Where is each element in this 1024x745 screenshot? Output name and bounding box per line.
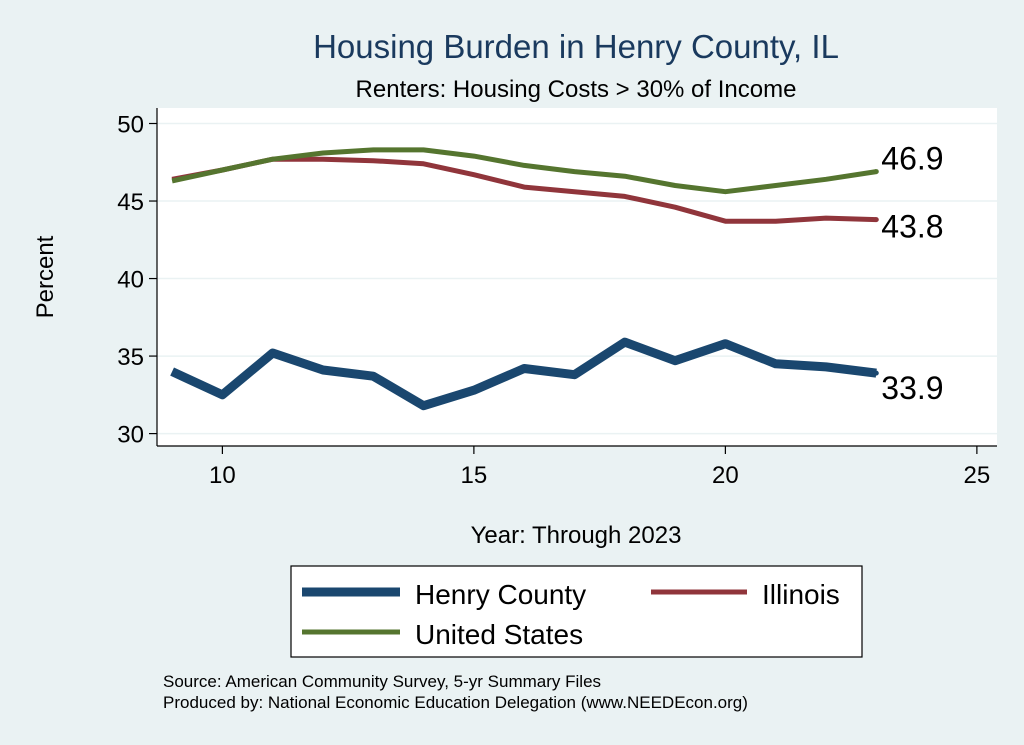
chart-subtitle: Renters: Housing Costs > 30% of Income bbox=[356, 76, 797, 103]
source-line-2: Produced by: National Economic Education… bbox=[163, 693, 748, 712]
y-axis-ticks: 30 35 40 45 50 bbox=[117, 112, 157, 449]
legend-label: Illinois bbox=[762, 579, 840, 610]
legend: Henry County Illinois United States bbox=[290, 565, 863, 658]
x-tick-label: 20 bbox=[712, 462, 739, 489]
end-labels: 33.9 43.8 46.9 bbox=[873, 141, 944, 406]
y-tick-label: 45 bbox=[117, 189, 144, 216]
legend-box bbox=[290, 565, 863, 658]
x-axis-label: Year: Through 2023 bbox=[471, 522, 682, 549]
y-tick-label: 50 bbox=[117, 112, 144, 139]
gridlines bbox=[157, 122, 997, 435]
chart-title: Housing Burden in Henry County, IL bbox=[313, 28, 839, 65]
series-end-marker bbox=[873, 370, 879, 376]
y-axis-label: Percent bbox=[32, 235, 59, 318]
x-tick-label: 15 bbox=[461, 462, 488, 489]
y-tick-label: 35 bbox=[117, 344, 144, 371]
end-value-label: 33.9 bbox=[881, 370, 943, 406]
series-line bbox=[171, 147, 877, 195]
plot-area bbox=[157, 108, 997, 446]
series-end-marker bbox=[873, 217, 879, 223]
legend-label: Henry County bbox=[415, 579, 586, 610]
series-end-marker bbox=[873, 169, 879, 175]
y-tick-label: 30 bbox=[117, 422, 144, 449]
x-axis-ticks: 10 15 20 25 bbox=[209, 446, 990, 489]
x-tick-label: 10 bbox=[209, 462, 236, 489]
end-value-label: 46.9 bbox=[881, 141, 943, 177]
x-tick-label: 25 bbox=[964, 462, 991, 489]
series-line bbox=[170, 337, 877, 411]
series-lines bbox=[170, 147, 877, 411]
legend-label: United States bbox=[415, 619, 583, 650]
end-value-label: 43.8 bbox=[881, 209, 943, 245]
source-line-1: Source: American Community Survey, 5-yr … bbox=[163, 672, 601, 691]
y-tick-label: 40 bbox=[117, 267, 144, 294]
